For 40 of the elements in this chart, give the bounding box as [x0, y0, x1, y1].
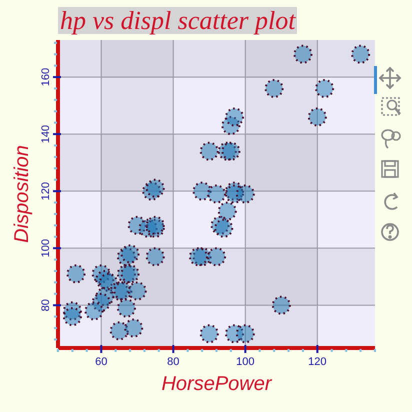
point — [120, 244, 140, 264]
y-tick-label: 120 — [40, 182, 52, 200]
y-tick-label: 100 — [40, 239, 52, 258]
point — [200, 142, 219, 161]
x-tick-label: 60 — [95, 356, 108, 368]
point — [218, 202, 237, 221]
point — [128, 281, 147, 300]
point — [207, 247, 226, 266]
point — [188, 247, 208, 266]
point — [84, 301, 104, 320]
x-axis-title: HorsePower — [160, 372, 274, 396]
y-axis-title: Disposition — [10, 144, 34, 245]
x-tick-label: 120 — [308, 356, 327, 368]
point — [225, 108, 244, 126]
point — [293, 44, 312, 64]
point — [62, 307, 82, 326]
point — [214, 218, 234, 238]
point — [308, 108, 327, 126]
point — [264, 78, 284, 98]
point — [351, 44, 370, 64]
point — [120, 264, 140, 284]
chart-title: hp vs displ scatter plot — [58, 6, 298, 35]
point — [221, 142, 240, 161]
point — [124, 318, 144, 338]
point — [272, 296, 291, 315]
point — [66, 264, 86, 284]
y-tick-label: 140 — [40, 124, 52, 144]
point — [207, 184, 226, 204]
y-tick-label: 160 — [40, 68, 52, 86]
point — [146, 178, 165, 198]
x-tick-label: 100 — [236, 356, 254, 368]
point — [116, 298, 136, 318]
point — [315, 78, 334, 98]
point — [146, 247, 165, 266]
point — [236, 324, 255, 344]
point — [200, 324, 219, 344]
y-tick-label: 80 — [40, 299, 52, 312]
point — [146, 216, 165, 235]
point — [236, 184, 255, 204]
x-tick-label: 80 — [167, 356, 180, 368]
